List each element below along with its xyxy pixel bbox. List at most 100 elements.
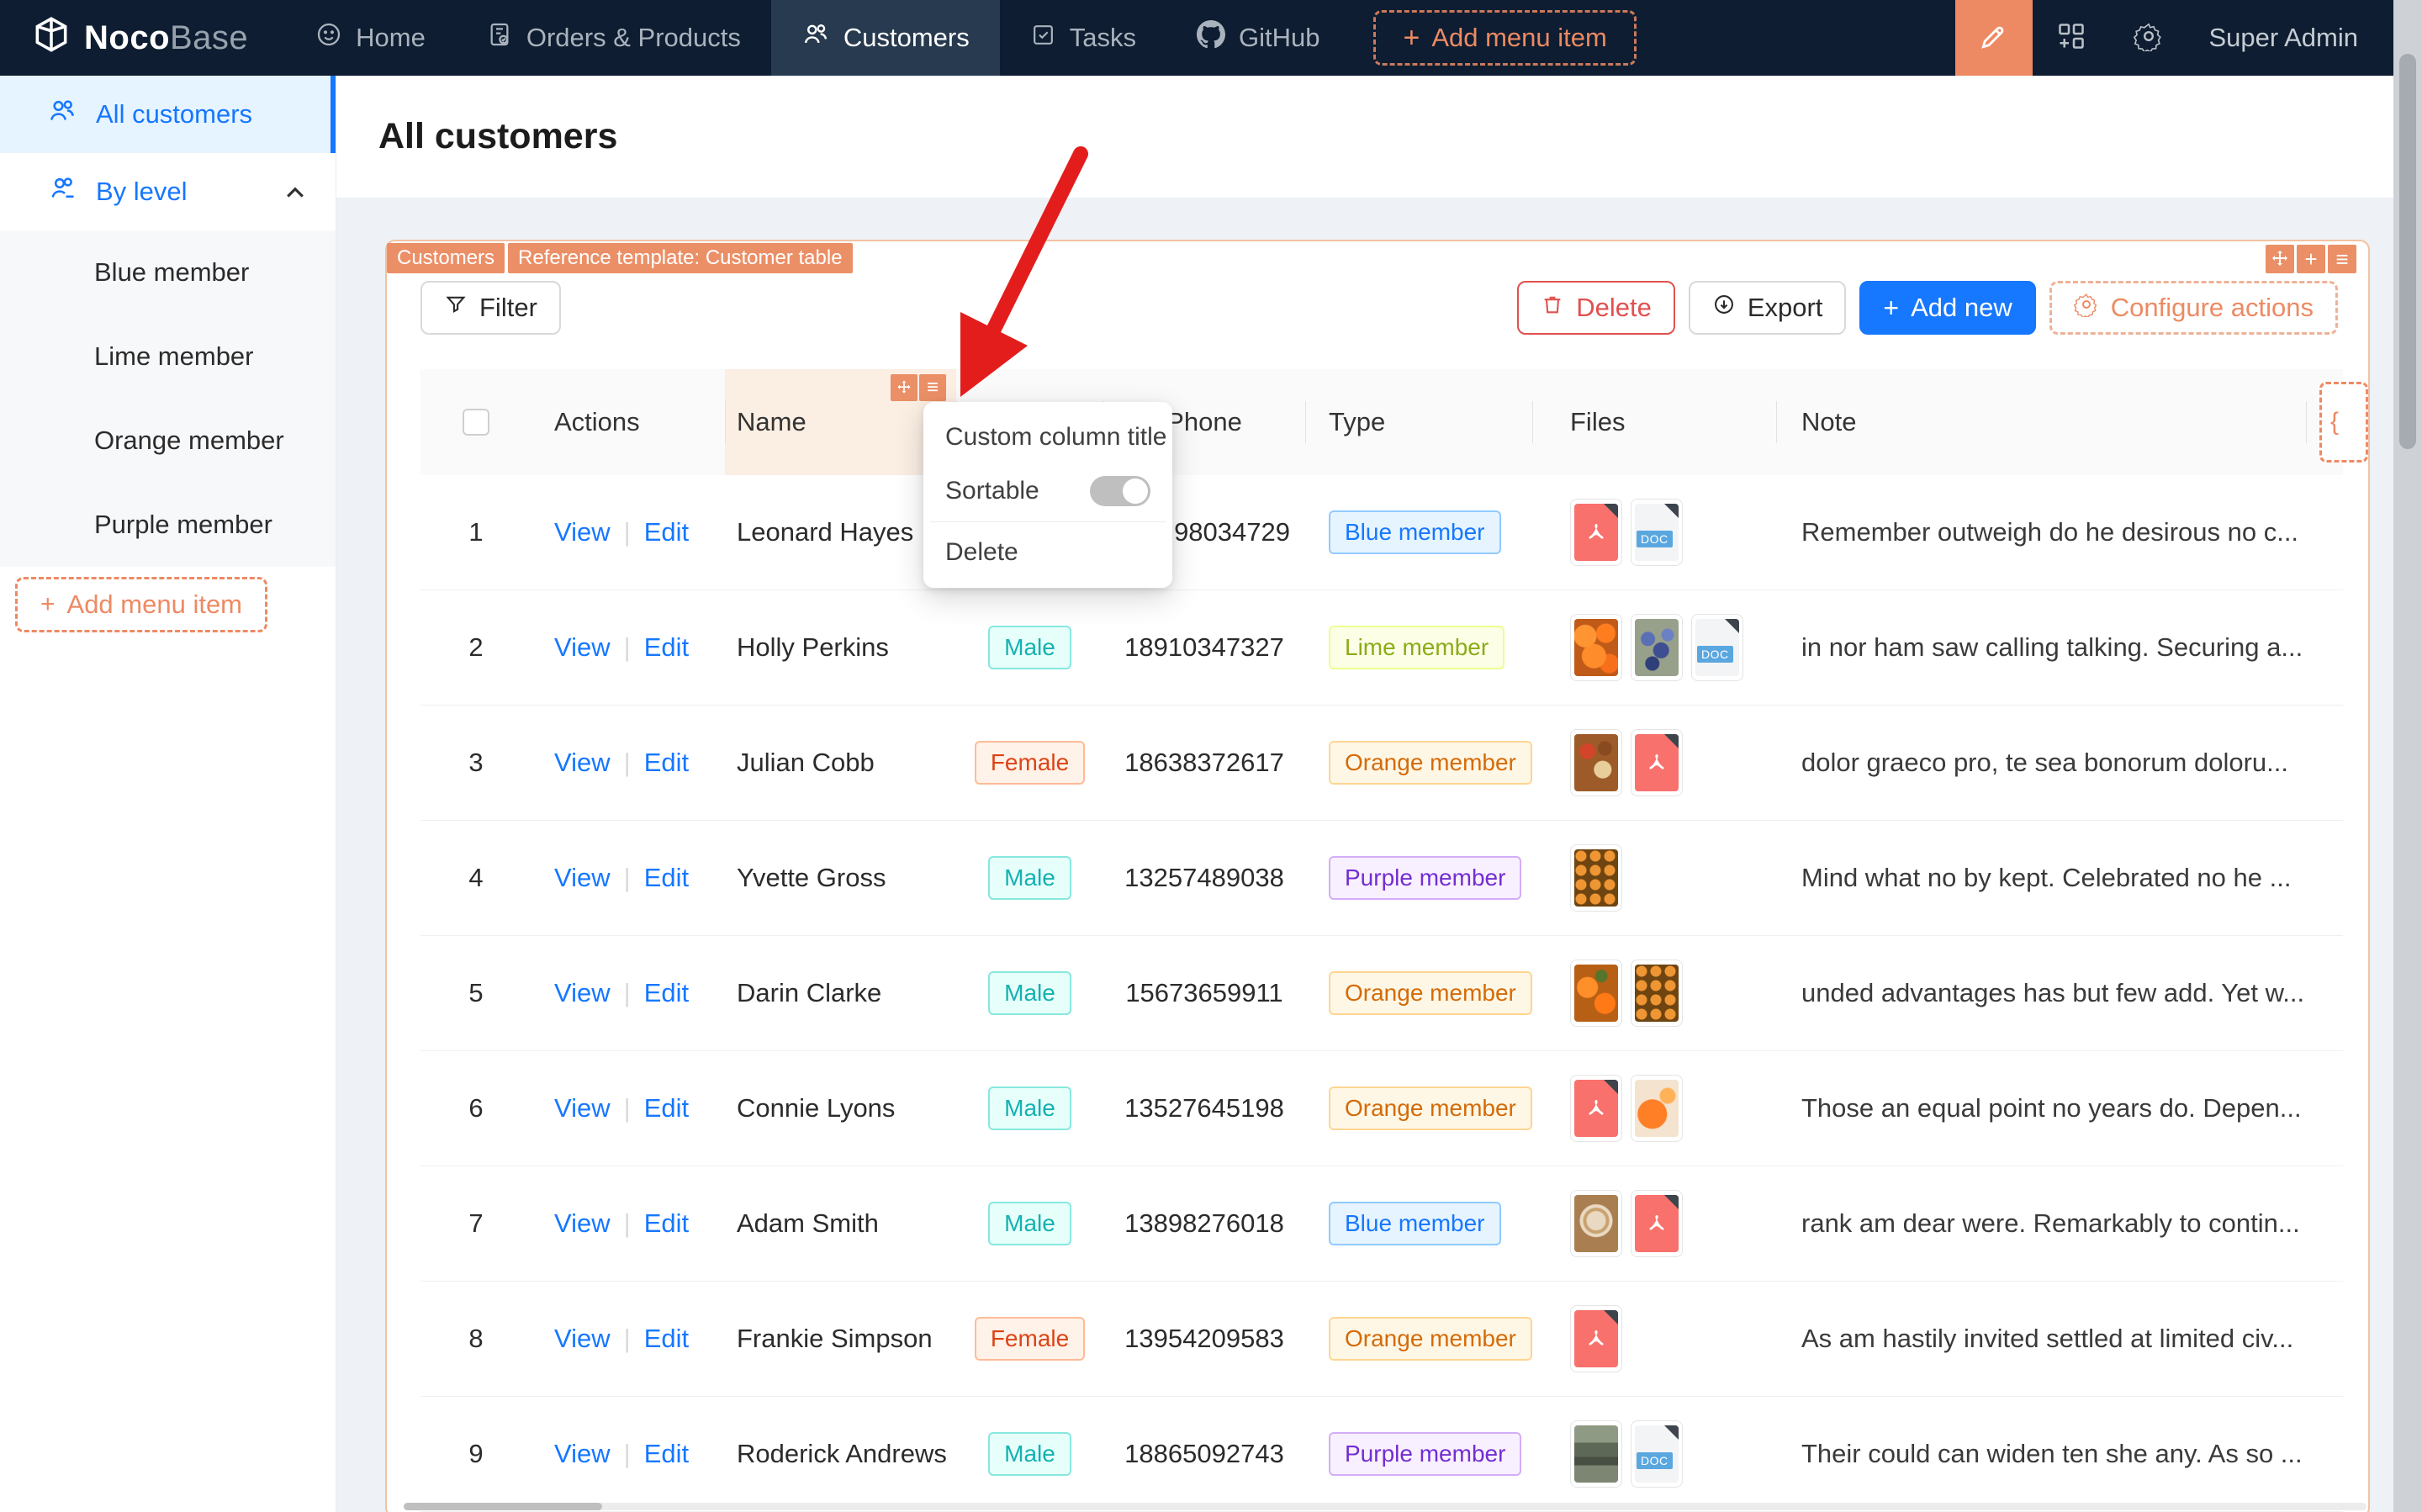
grid-plus-icon <box>2056 21 2086 56</box>
files-cell: DOC <box>1532 590 1776 706</box>
gender-tag: Male <box>988 1202 1071 1245</box>
view-link[interactable]: View <box>554 863 611 892</box>
img-oranges-thumb <box>1574 619 1618 676</box>
file-image-thumbnail[interactable] <box>1570 1420 1622 1488</box>
sidebar-item-lime-member[interactable]: Lime member <box>94 341 254 371</box>
edit-link[interactable]: Edit <box>643 517 690 547</box>
file-pdf-icon[interactable] <box>1570 499 1622 566</box>
sidebar-add-menu-item-button[interactable]: + Add menu item <box>15 577 267 632</box>
sortable-toggle[interactable] <box>1090 476 1150 506</box>
sidebar-item-by-level[interactable]: By level <box>0 153 336 230</box>
delete-button[interactable]: Delete <box>1517 281 1675 335</box>
ui-editor-button[interactable] <box>1954 0 2033 76</box>
user-menu[interactable]: Super Admin <box>2208 23 2359 52</box>
chevron-up-icon[interactable] <box>283 182 307 212</box>
row-index: 2 <box>468 632 484 662</box>
sidebar-item-purple-member[interactable]: Purple member <box>94 510 272 539</box>
add-block-icon[interactable]: + <box>2297 245 2325 273</box>
file-image-thumbnail[interactable] <box>1570 960 1622 1027</box>
sidebar-item-blue-member[interactable]: Blue member <box>94 257 250 287</box>
vertical-scrollbar-thumb[interactable] <box>2399 54 2416 449</box>
nav-item-tasks[interactable]: Tasks <box>1000 0 1166 76</box>
edit-link[interactable]: Edit <box>643 1324 690 1353</box>
file-image-thumbnail[interactable] <box>1631 960 1683 1027</box>
nav-item-home[interactable]: Home <box>285 0 456 76</box>
block-menu-icon[interactable]: ≡ <box>2328 245 2356 273</box>
file-pdf-icon[interactable] <box>1631 729 1683 796</box>
edit-link[interactable]: Edit <box>643 863 690 892</box>
row-index: 4 <box>468 863 484 892</box>
menu-item-sortable[interactable]: Sortable <box>930 464 1166 518</box>
app-logo[interactable]: NocoBase <box>0 15 285 61</box>
nav-item-orders-products[interactable]: Orders & Products <box>456 0 771 76</box>
row-actions-cell: View | Edit <box>531 1282 725 1397</box>
edit-link[interactable]: Edit <box>643 978 690 1007</box>
settings-button[interactable] <box>2110 0 2187 76</box>
edit-link[interactable]: Edit <box>643 748 690 777</box>
table-row: 2 View | Edit Holly Perkins Male 18910347327 Li… <box>420 590 2343 706</box>
plugin-blocks-button[interactable] <box>2033 0 2110 76</box>
sidebar-item-all-customers[interactable]: All customers <box>0 76 336 153</box>
menu-item-custom-column-title[interactable]: Custom column title <box>945 423 1167 451</box>
drag-move-icon[interactable] <box>2266 245 2294 273</box>
view-link[interactable]: View <box>554 1208 611 1238</box>
file-pdf-icon[interactable] <box>1631 1190 1683 1257</box>
file-pdf-icon[interactable] <box>1570 1305 1622 1372</box>
pdf-glyph <box>1635 1195 1679 1252</box>
view-link[interactable]: View <box>554 1093 611 1123</box>
img-storefront-thumb <box>1574 1425 1618 1483</box>
page-header: All customers <box>336 76 2393 198</box>
sidebar-item-orange-member[interactable]: Orange member <box>94 426 284 455</box>
edit-link[interactable]: Edit <box>643 632 690 662</box>
file-image-thumbnail[interactable] <box>1570 729 1622 796</box>
menu-item-delete[interactable]: Delete <box>945 538 1018 566</box>
export-button[interactable]: Export <box>1688 281 1847 335</box>
view-link[interactable]: View <box>554 632 611 662</box>
view-link[interactable]: View <box>554 1439 611 1468</box>
view-link[interactable]: View <box>554 748 611 777</box>
nav-item-customers[interactable]: Customers <box>770 0 1000 76</box>
edit-link[interactable]: Edit <box>643 1208 690 1238</box>
view-link[interactable]: View <box>554 978 611 1007</box>
view-link[interactable]: View <box>554 1324 611 1353</box>
file-doc-icon[interactable]: DOC <box>1631 499 1683 566</box>
file-image-thumbnail[interactable] <box>1570 1190 1622 1257</box>
horizontal-scrollbar-thumb[interactable] <box>404 1503 602 1510</box>
sidebar-submenu: Blue member Lime member Orange member Pu… <box>0 230 336 567</box>
gender-cell: Male <box>956 1397 1103 1512</box>
nav-item-github[interactable]: GitHub <box>1166 0 1350 76</box>
page-title: All customers <box>378 116 618 156</box>
column-drag-icon[interactable] <box>891 374 918 401</box>
block-tags: Customers Reference template: Customer t… <box>387 243 853 273</box>
user-level-icon <box>47 173 77 210</box>
gender-tag: Female <box>974 741 1086 785</box>
row-index: 9 <box>468 1439 484 1468</box>
add-column-button-partial[interactable]: { <box>2319 382 2368 463</box>
file-image-thumbnail[interactable] <box>1570 614 1622 681</box>
note-text: rank am dear were. Remarkably to contin.… <box>1801 1208 2300 1238</box>
files-cell <box>1532 936 1776 1051</box>
vertical-scrollbar[interactable] <box>2393 0 2422 1512</box>
link-separator: | <box>623 1208 631 1238</box>
filter-button[interactable]: Filter <box>420 281 561 335</box>
file-image-thumbnail[interactable] <box>1570 844 1622 912</box>
select-all-checkbox[interactable] <box>463 409 489 436</box>
file-doc-icon[interactable]: DOC <box>1631 1420 1683 1488</box>
file-pdf-icon[interactable] <box>1570 1075 1622 1142</box>
configure-actions-button[interactable]: Configure actions <box>2049 281 2338 335</box>
navbar-add-menu-item-button[interactable]: + Add menu item <box>1373 10 1637 66</box>
horizontal-scrollbar[interactable] <box>404 1503 2366 1510</box>
add-new-button[interactable]: + Add new <box>1859 281 2036 335</box>
extra-cell <box>2306 475 2343 590</box>
member-type-tag: Blue member <box>1329 1202 1501 1245</box>
file-doc-icon[interactable]: DOC <box>1691 614 1743 681</box>
edit-link[interactable]: Edit <box>643 1093 690 1123</box>
file-image-thumbnail[interactable] <box>1631 1075 1683 1142</box>
view-link[interactable]: View <box>554 517 611 547</box>
column-menu-icon[interactable]: ≡ <box>919 374 946 401</box>
file-image-thumbnail[interactable] <box>1631 614 1683 681</box>
edit-link[interactable]: Edit <box>643 1439 690 1468</box>
note-text: Those an equal point no years do. Depen.… <box>1801 1093 2302 1123</box>
row-actions-cell: View | Edit <box>531 475 725 590</box>
file-fold <box>1664 1425 1679 1440</box>
